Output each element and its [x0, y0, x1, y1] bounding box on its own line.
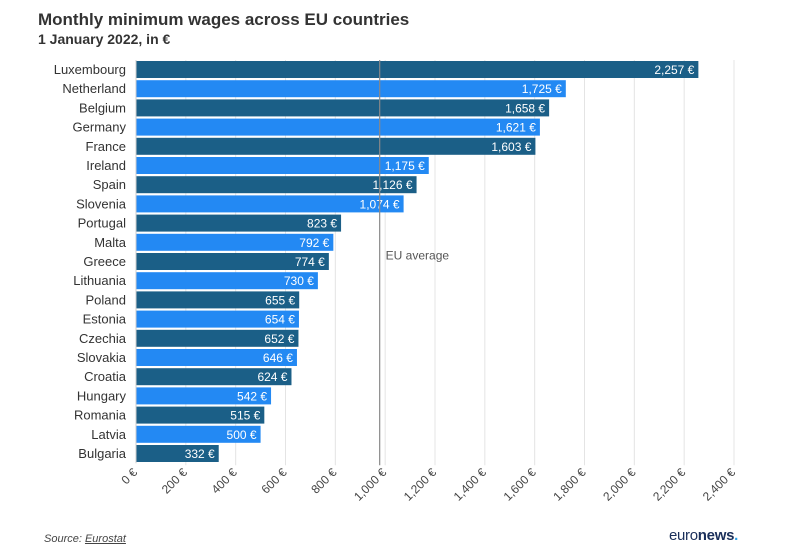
- category-label: Lithuania: [73, 273, 127, 288]
- bar: [136, 387, 272, 405]
- x-tick-label: 1,800 €: [550, 465, 588, 503]
- value-label: 1,725 €: [522, 82, 562, 96]
- category-label: Estonia: [83, 312, 127, 327]
- value-label: 624 €: [257, 370, 287, 384]
- category-label: Netherland: [62, 81, 126, 96]
- value-label: 1,126 €: [373, 178, 413, 192]
- x-tick-label: 1,200 €: [401, 465, 439, 503]
- bar: [136, 214, 342, 232]
- category-label: Romania: [74, 408, 127, 423]
- value-label: 652 €: [264, 332, 294, 346]
- bar: [136, 272, 318, 290]
- eu-average-label: EU average: [386, 249, 450, 263]
- bar: [136, 233, 334, 251]
- category-label: Poland: [86, 292, 126, 307]
- source-link[interactable]: Eurostat: [84, 533, 126, 545]
- category-label: Bulgaria: [78, 446, 126, 461]
- value-label: 655 €: [265, 293, 295, 307]
- bar: [136, 291, 300, 309]
- value-label: 1,621 €: [496, 121, 536, 135]
- bar: [136, 137, 536, 155]
- value-label: 730 €: [284, 274, 314, 288]
- category-label: Portugal: [78, 216, 127, 231]
- bar: [136, 368, 292, 386]
- category-label: Greece: [83, 254, 126, 269]
- x-tick-label: 1,400 €: [451, 465, 489, 503]
- category-label: Croatia: [84, 369, 127, 384]
- bar: [136, 425, 261, 443]
- value-label: 823 €: [307, 217, 337, 231]
- x-tick-label: 200 €: [159, 465, 190, 496]
- x-tick-label: 0 €: [118, 465, 140, 487]
- value-label: 1,175 €: [385, 159, 425, 173]
- category-label: Belgium: [79, 100, 126, 115]
- category-label: Malta: [94, 235, 127, 250]
- x-tick-label: 2,400 €: [700, 465, 738, 503]
- bar: [136, 445, 219, 462]
- x-tick-label: 2,200 €: [650, 465, 688, 503]
- value-label: 542 €: [237, 389, 267, 403]
- value-label: 654 €: [265, 313, 295, 327]
- value-label: 2,257 €: [654, 63, 694, 77]
- value-label: 792 €: [299, 236, 329, 250]
- bar: [136, 80, 566, 98]
- x-tick-label: 400 €: [209, 465, 240, 496]
- value-label: 332 €: [185, 447, 215, 461]
- x-tick-label: 600 €: [258, 465, 289, 496]
- category-label: Ireland: [86, 158, 126, 173]
- category-label: Czechia: [79, 331, 127, 346]
- bar: [136, 406, 265, 424]
- value-label: 515 €: [230, 409, 260, 423]
- bar: [136, 349, 297, 366]
- category-label: Slovenia: [76, 196, 127, 211]
- source-prefix: Source:: [44, 533, 85, 545]
- bar: [136, 176, 417, 194]
- category-label: France: [86, 139, 126, 154]
- source-note: Source: Eurostat: [44, 533, 126, 545]
- category-label: Spain: [93, 177, 126, 192]
- bar: [136, 310, 299, 328]
- value-label: 1,658 €: [505, 101, 545, 115]
- category-label: Slovakia: [77, 350, 127, 365]
- bar: [136, 157, 429, 174]
- chart-title: Monthly minimum wages across EU countrie…: [38, 10, 410, 29]
- bar: [136, 99, 550, 117]
- euronews-logo: euronews.: [669, 527, 738, 544]
- x-tick-label: 800 €: [308, 465, 339, 496]
- logo-dot: .: [734, 527, 738, 544]
- value-label: 1,603 €: [491, 140, 531, 154]
- category-label: Latvia: [91, 427, 126, 442]
- bar: [136, 253, 329, 270]
- category-label: Germany: [73, 120, 127, 135]
- logo-text-bold: news: [697, 527, 735, 544]
- chart-subtitle: 1 January 2022, in €: [38, 31, 171, 47]
- value-label: 500 €: [227, 428, 257, 442]
- x-tick-label: 1,600 €: [501, 465, 539, 503]
- value-label: 774 €: [295, 255, 325, 269]
- category-label: Luxembourg: [54, 62, 126, 77]
- bar: [136, 118, 540, 136]
- category-label: Hungary: [77, 388, 127, 403]
- bar: [136, 61, 699, 78]
- logo-text-main: euro: [668, 527, 698, 544]
- x-tick-label: 1,000 €: [351, 465, 389, 503]
- value-label: 646 €: [263, 351, 293, 365]
- bar: [136, 195, 404, 213]
- bar: [136, 329, 299, 347]
- x-tick-label: 2,000 €: [600, 465, 638, 503]
